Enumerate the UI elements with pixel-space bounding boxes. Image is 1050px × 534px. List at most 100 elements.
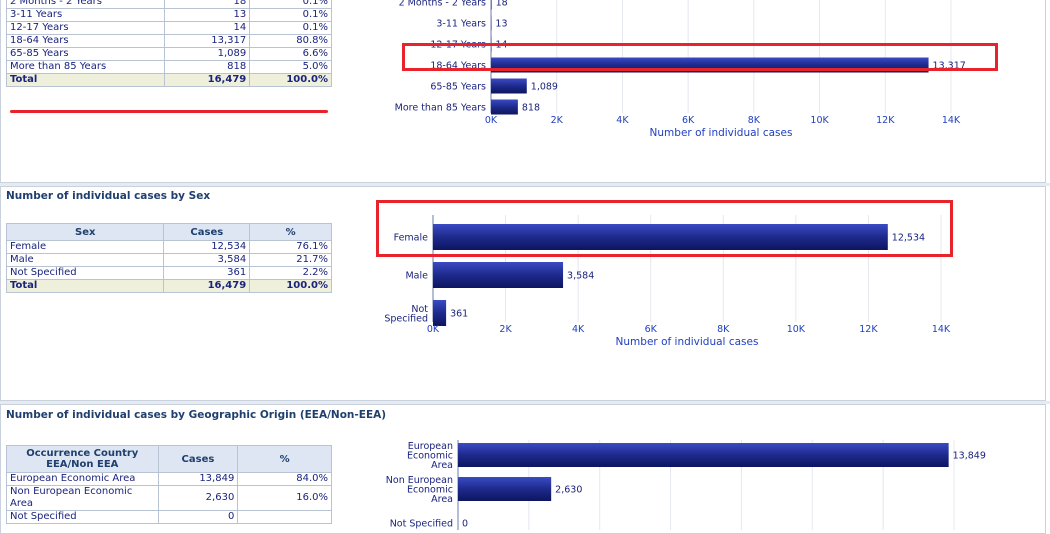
row-percent: 0.1%: [250, 22, 332, 35]
row-cases: 13,317: [164, 35, 250, 48]
row-percent: 80.8%: [250, 35, 332, 48]
row-label: 18-64 Years: [7, 35, 165, 48]
tick-label: 6K: [682, 115, 695, 126]
row-cases: 0: [158, 511, 238, 524]
row-cases: 361: [164, 267, 250, 280]
tick-label: 10K: [787, 324, 806, 335]
category-label: Male: [405, 271, 428, 282]
tick-label: 0K: [427, 324, 440, 335]
row-percent: 0.1%: [250, 0, 332, 9]
row-cases: 3,584: [164, 254, 250, 267]
row-label: 2 Months - 2 Years: [7, 0, 165, 9]
age-highlight-box: [402, 43, 998, 71]
row-label: Female: [7, 241, 164, 254]
tick-label: 14K: [942, 115, 961, 126]
category-label: Area: [431, 460, 453, 471]
total-cases: 16,479: [164, 280, 250, 293]
category-label: 2 Months - 2 Years: [399, 0, 486, 9]
tick-label: 4K: [572, 324, 585, 335]
category-label: Area: [431, 494, 453, 505]
tick-label: 12K: [876, 115, 895, 126]
tick-label: 6K: [645, 324, 658, 335]
row-percent: 21.7%: [250, 254, 332, 267]
row-label: Non European Economic Area: [7, 486, 159, 511]
tick-label: 8K: [717, 324, 730, 335]
bar: [491, 100, 518, 115]
geo-table: Occurrence Country EEA/Non EEA Cases % E…: [6, 445, 332, 524]
row-cases: 14: [164, 22, 250, 35]
category-label: 65-85 Years: [430, 82, 486, 93]
row-cases: 13,849: [158, 473, 238, 486]
sex-highlight-box: [376, 200, 953, 257]
data-label: 361: [450, 309, 468, 320]
column-header-occurrence-country: Occurrence Country EEA/Non EEA: [7, 446, 159, 473]
bar: [491, 0, 492, 10]
tick-label: 2K: [551, 115, 564, 126]
column-header-percent: %: [238, 446, 332, 473]
data-label: 2,630: [555, 485, 582, 496]
row-percent: 76.1%: [250, 241, 332, 254]
data-label: 1,089: [531, 82, 558, 93]
data-label: 13: [495, 19, 507, 30]
bar: [433, 300, 446, 326]
geo-section-title: Number of individual cases by Geographic…: [6, 409, 386, 421]
row-label: 12-17 Years: [7, 22, 165, 35]
tick-label: 8K: [748, 115, 761, 126]
total-percent: 100.0%: [250, 280, 332, 293]
category-label: Specified: [384, 313, 428, 324]
row-percent: 16.0%: [238, 486, 332, 511]
total-label: Total: [7, 74, 165, 87]
row-percent: 0.1%: [250, 9, 332, 22]
age-table-highlight-underline: [10, 110, 328, 113]
data-label: 818: [522, 103, 540, 114]
column-header-percent: %: [250, 224, 332, 241]
bar: [458, 443, 949, 467]
row-cases: 12,534: [164, 241, 250, 254]
row-percent: 5.0%: [250, 61, 332, 74]
total-label: Total: [7, 280, 164, 293]
row-percent: [238, 511, 332, 524]
row-percent: 84.0%: [238, 473, 332, 486]
row-cases: 2,630: [158, 486, 238, 511]
bar: [458, 477, 551, 501]
column-header-cases: Cases: [158, 446, 238, 473]
tick-label: 0K: [485, 115, 498, 126]
row-label: Male: [7, 254, 164, 267]
row-percent: 2.2%: [250, 267, 332, 280]
row-label: Not Specified: [7, 511, 159, 524]
row-label: More than 85 Years: [7, 61, 165, 74]
total-percent: 100.0%: [250, 74, 332, 87]
row-label: 65-85 Years: [7, 48, 165, 61]
row-percent: 6.6%: [250, 48, 332, 61]
tick-label: 10K: [810, 115, 829, 126]
tick-label: 4K: [616, 115, 629, 126]
data-label: 18: [496, 0, 508, 9]
row-cases: 818: [164, 61, 250, 74]
bar: [433, 262, 563, 288]
data-label: 0: [462, 519, 468, 530]
column-header-sex: Sex: [7, 224, 164, 241]
row-label: European Economic Area: [7, 473, 159, 486]
row-cases: 1,089: [164, 48, 250, 61]
x-axis-title: Number of individual cases: [650, 127, 793, 139]
total-cases: 16,479: [164, 74, 250, 87]
row-label: Not Specified: [7, 267, 164, 280]
category-label: 3-11 Years: [436, 19, 486, 30]
row-label: 3-11 Years: [7, 9, 165, 22]
tick-label: 14K: [932, 324, 951, 335]
category-label: More than 85 Years: [395, 103, 486, 114]
